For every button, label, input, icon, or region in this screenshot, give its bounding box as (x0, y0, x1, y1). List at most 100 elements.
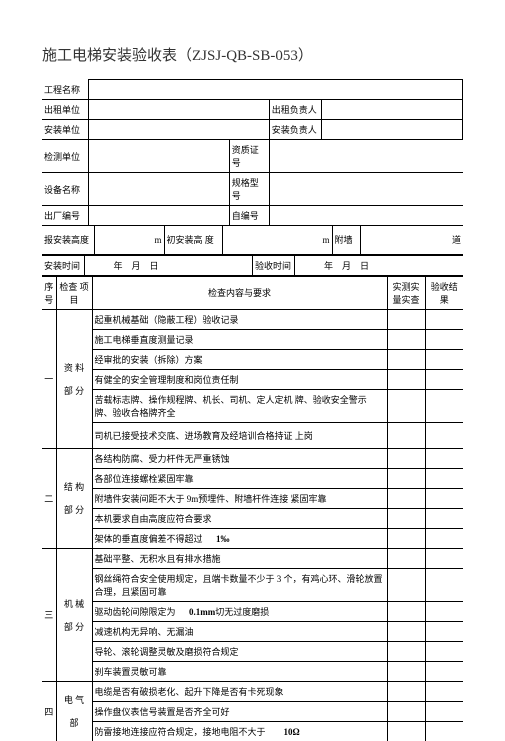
col-content: 检查内容与要求 (92, 276, 387, 309)
res15[interactable] (425, 621, 463, 641)
res17[interactable] (425, 661, 463, 681)
sec3-num: 三 (42, 548, 56, 681)
field-install-time[interactable]: 年 月 日 (84, 255, 253, 275)
label-install-time: 安装时间 (42, 255, 84, 275)
row7: 各结构防腐、受力杆件无严重锈蚀 (92, 448, 387, 468)
row10: 本机要求自由高度应符合要求 (92, 508, 387, 528)
sec1-cat: 资 料部 分 (56, 309, 92, 448)
m10[interactable] (387, 508, 425, 528)
m20[interactable] (387, 721, 425, 741)
field-project[interactable] (88, 80, 463, 100)
res6[interactable] (425, 422, 463, 448)
field-accept-time[interactable]: 年 月 日 (295, 255, 464, 275)
res7[interactable] (425, 448, 463, 468)
m13[interactable] (387, 568, 425, 601)
res19[interactable] (425, 701, 463, 721)
m18[interactable] (387, 681, 425, 701)
m2[interactable] (387, 329, 425, 349)
res5[interactable] (425, 389, 463, 422)
doc-code: （ZJSJ-QB-SB-053） (177, 48, 313, 64)
m7[interactable] (387, 448, 425, 468)
m12[interactable] (387, 548, 425, 568)
row17: 刹车装置灵敏可靠 (92, 661, 387, 681)
label-test-unit: 检测单位 (42, 140, 88, 173)
field-attach[interactable]: 道 (360, 226, 463, 254)
sec3-cat: 机 械部 分 (56, 548, 92, 681)
field-install-unit[interactable] (88, 120, 269, 140)
row15: 减速机构无异响、无漏油 (92, 621, 387, 641)
m1[interactable] (387, 309, 425, 329)
m14[interactable] (387, 601, 425, 621)
res16[interactable] (425, 641, 463, 661)
row3: 经审批的安装（拆除）方案 (92, 349, 387, 369)
res12[interactable] (425, 548, 463, 568)
m8[interactable] (387, 468, 425, 488)
checklist-table: 序号 检查 项目 检查内容与要求 实测实量实查 验收结果 一 资 料部 分 起重… (42, 276, 463, 741)
label-accept-time: 验收时间 (253, 255, 295, 275)
res1[interactable] (425, 309, 463, 329)
label-rent-resp: 出租负责人 (269, 100, 321, 120)
m15[interactable] (387, 621, 425, 641)
label-spec-model: 规格型号 (229, 173, 269, 206)
label-project: 工程名称 (42, 80, 88, 100)
res9[interactable] (425, 488, 463, 508)
m4[interactable] (387, 369, 425, 389)
res10[interactable] (425, 508, 463, 528)
field-self-no[interactable] (269, 206, 462, 226)
row20: 防雷接地连接应符合规定，接地电阻不大于 10Ω (92, 721, 387, 741)
m6[interactable] (387, 422, 425, 448)
res11[interactable] (425, 528, 463, 548)
res3[interactable] (425, 349, 463, 369)
col-seq: 序号 (42, 276, 56, 309)
sec2-num: 二 (42, 448, 56, 548)
row6: 司机已接受技术交底、进场教育及经培训合格持证 上岗 (92, 422, 387, 448)
field-test-unit[interactable] (88, 140, 229, 173)
row13: 钢丝绳符合安全使用规定，且端卡数量不少于 3 个，有鸡心环、滑轮放置合理，且紧固… (92, 568, 387, 601)
label-equip-name: 设备名称 (42, 173, 88, 206)
m17[interactable] (387, 661, 425, 681)
row4: 有健全的安全管理制度和岗位责任制 (92, 369, 387, 389)
m11[interactable] (387, 528, 425, 548)
sec4-cat: 电 气部 (56, 681, 92, 741)
res2[interactable] (425, 329, 463, 349)
field-install-resp[interactable] (321, 120, 462, 140)
field-init-h[interactable]: m (222, 226, 332, 254)
res20[interactable] (425, 721, 463, 741)
res4[interactable] (425, 369, 463, 389)
row1: 起重机械基础（隐蔽工程）验收记录 (92, 309, 387, 329)
field-spec-model[interactable] (269, 173, 462, 206)
row12: 基础平整、无积水且有排水措施 (92, 548, 387, 568)
row8: 各部位连接螺栓紧固牢靠 (92, 468, 387, 488)
field-qual-cert[interactable] (269, 140, 462, 173)
sec1-num: 一 (42, 309, 56, 448)
row19: 操作盘仪表信号装置是否齐全可好 (92, 701, 387, 721)
m9[interactable] (387, 488, 425, 508)
label-self-no: 自编号 (229, 206, 269, 226)
res13[interactable] (425, 568, 463, 601)
m3[interactable] (387, 349, 425, 369)
sec4-num: 四 (42, 681, 56, 741)
field-rent-unit[interactable] (88, 100, 269, 120)
m16[interactable] (387, 641, 425, 661)
res14[interactable] (425, 601, 463, 621)
field-equip-name[interactable] (88, 173, 229, 206)
row14: 驱动齿轮间隙限定为 0.1mm切无过度磨损 (92, 601, 387, 621)
label-qual-cert: 资质证号 (229, 140, 269, 173)
label-init-h: 初安装高 度 (164, 226, 222, 254)
field-rent-resp[interactable] (321, 100, 462, 120)
col-result: 验收结果 (425, 276, 463, 309)
field-declare-h[interactable]: m (94, 226, 164, 254)
header-table: 工程名称 出租单位 出租负责人 安装单位 安装负责人 检测单位 资质证号 设备名… (42, 79, 463, 226)
m19[interactable] (387, 701, 425, 721)
col-measure: 实测实量实查 (387, 276, 425, 309)
height-table: 报安装高度 m 初安装高 度 m 附墙 道 (42, 226, 463, 255)
label-attach: 附墙 (332, 226, 360, 254)
label-rent-unit: 出租单位 (42, 100, 88, 120)
res18[interactable] (425, 681, 463, 701)
col-item: 检查 项目 (56, 276, 92, 309)
field-factory-no[interactable] (88, 206, 229, 226)
row11: 架体的垂直度偏差不得超过 1‰ (92, 528, 387, 548)
m5[interactable] (387, 389, 425, 422)
res8[interactable] (425, 468, 463, 488)
label-factory-no: 出厂编号 (42, 206, 88, 226)
